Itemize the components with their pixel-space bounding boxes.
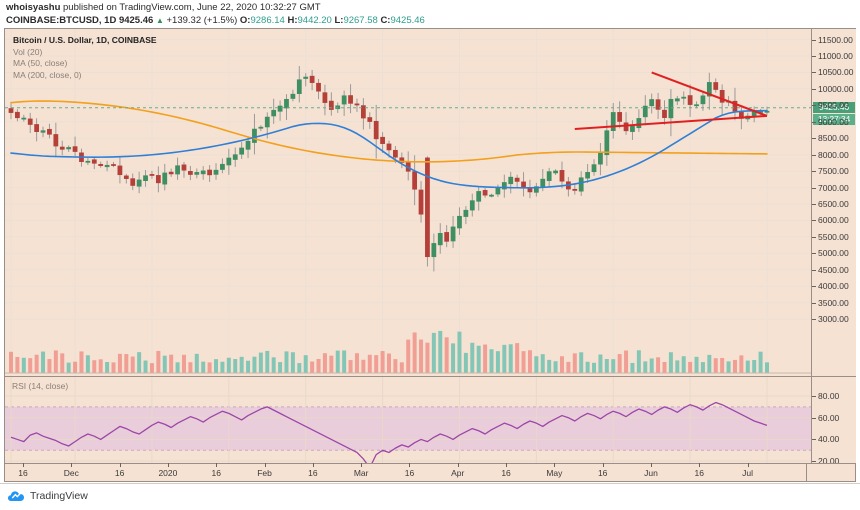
tradingview-wordmark: TradingView	[30, 490, 88, 502]
symbol-label: COINBASE:BTCUSD, 1D	[6, 15, 117, 26]
up-arrow-icon: ▲	[155, 16, 164, 25]
time-axis-divider	[806, 463, 807, 482]
axis-top-border	[5, 463, 855, 464]
time-axis-label: Apr	[451, 468, 465, 478]
time-axis-tick	[554, 463, 556, 467]
time-axis-tick	[361, 463, 363, 467]
time-axis-tick	[650, 463, 652, 467]
chart-header: whoisyashu published on TradingView.com,…	[6, 1, 856, 27]
time-axis-tick	[699, 463, 701, 467]
time-axis-label: 16	[114, 468, 125, 478]
price-legend: Bitcoin / U.S. Dollar, 1D, COINBASE Vol …	[13, 35, 157, 81]
time-axis-label: Jul	[742, 468, 754, 478]
price-chart-canvas[interactable]	[5, 29, 811, 376]
time-axis-tick	[264, 463, 266, 467]
time-axis-tick	[119, 463, 121, 467]
low-value: 9267.58	[343, 15, 378, 26]
time-axis-tick	[216, 463, 218, 467]
published-text: published on TradingView.com, June 22, 2…	[63, 2, 321, 13]
time-axis-tick	[747, 463, 749, 467]
price-change: +139.32 (+1.5%)	[166, 15, 238, 26]
author-name: whoisyashu	[6, 2, 61, 13]
price-pane[interactable]	[5, 29, 811, 376]
time-axis-tick	[602, 463, 604, 467]
legend-title: Bitcoin / U.S. Dollar, 1D, COINBASE	[13, 35, 157, 45]
time-axis-label: Mar	[353, 468, 369, 478]
time-axis-label: 16	[404, 468, 415, 478]
close-value: 9425.46	[390, 15, 425, 26]
legend-ma50[interactable]: MA (50, close)	[13, 58, 68, 68]
time-axis-tick	[23, 463, 24, 467]
time-axis-label: Dec	[63, 468, 79, 478]
time-axis-tick	[167, 463, 169, 467]
close-label: C:	[380, 15, 391, 26]
low-label: L:	[334, 15, 344, 26]
time-axis-tick	[457, 463, 459, 467]
time-axis-label: 2020	[158, 468, 178, 478]
rsi-chart-canvas[interactable]	[5, 377, 811, 480]
time-axis-label: 16	[18, 468, 28, 478]
legend-volume[interactable]: Vol (20)	[13, 46, 43, 57]
quote-line: COINBASE:BTCUSD, 1D 9425.46 ▲ +139.32 (+…	[6, 14, 856, 27]
footer-bar: TradingView	[0, 483, 860, 510]
time-axis[interactable]: 16 Dec 16 2020 16 Feb 16 Mar 16 Apr 16 May 16 Jun 16 Ju…	[4, 463, 856, 482]
time-axis-label: 16	[211, 468, 221, 478]
high-label: H:	[287, 15, 298, 26]
attribution-line: whoisyashu published on TradingView.com,…	[6, 1, 856, 14]
price-scale[interactable]: 9425.46 13:27:34 11500.00 11000.00 10500.0…	[811, 29, 856, 480]
time-axis-tick	[506, 463, 508, 467]
scale-pane-separator	[812, 376, 856, 377]
current-time-badge: 13:27:34	[813, 113, 855, 125]
time-axis-tick	[409, 463, 411, 467]
tradingview-logo[interactable]: TradingView	[8, 490, 88, 502]
current-price-badge: 9425.46	[813, 102, 855, 114]
open-value: 9286.14	[250, 15, 285, 26]
time-axis-label: Jun	[644, 468, 658, 478]
time-axis-label: May	[546, 468, 563, 478]
time-axis-label: 16	[694, 468, 705, 478]
time-axis-label: 16	[501, 468, 511, 478]
time-axis-tick	[312, 463, 314, 467]
cloud-logo-icon	[8, 491, 24, 501]
time-axis-tick	[71, 463, 73, 467]
last-price: 9425.46	[118, 15, 154, 26]
legend-ma200[interactable]: MA (200, close, 0)	[13, 69, 82, 80]
chart-frame[interactable]: Bitcoin / U.S. Dollar, 1D, COINBASE Vol …	[4, 28, 856, 481]
high-value: 9442.20	[297, 15, 332, 26]
pane-separator	[5, 376, 811, 377]
time-axis-label: 16	[597, 468, 608, 478]
time-axis-label: Feb	[257, 468, 272, 478]
time-axis-label: 16	[308, 468, 318, 478]
rsi-legend[interactable]: RSI (14, close)	[12, 381, 69, 391]
rsi-pane[interactable]	[5, 377, 811, 480]
open-label: O:	[239, 15, 251, 26]
